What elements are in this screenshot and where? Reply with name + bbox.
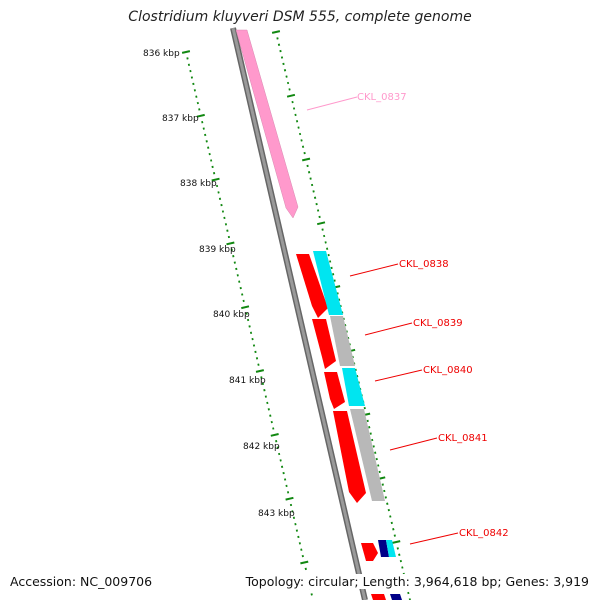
gene-ckl-0837[interactable] — [235, 29, 299, 219]
gene-label-ckl-0841[interactable]: CKL_0841 — [438, 433, 488, 444]
ruler-major-tick — [300, 560, 309, 565]
gene-ckl-0842[interactable] — [361, 543, 378, 561]
gene-label-ckl-0838[interactable]: CKL_0838 — [399, 259, 449, 270]
ruler-major-tick — [211, 177, 220, 182]
feature-ckl-0838-cyan — [313, 251, 343, 315]
ruler-major-tick — [271, 30, 281, 34]
ruler-major-tick — [255, 369, 265, 373]
gene-ckl-0838[interactable] — [296, 254, 328, 318]
ruler-minor-tick — [313, 196, 317, 199]
gene-partial-red — [371, 594, 386, 600]
gene-label-ckl-0840[interactable]: CKL_0840 — [423, 365, 473, 376]
genome-stats-text: Topology: circular; Length: 3,964,618 bp… — [244, 574, 590, 589]
kbp-label: 837 kbp — [162, 114, 199, 124]
ruler-major-tick — [301, 157, 311, 162]
ruler-major-tick — [226, 241, 235, 246]
label-connectors — [306, 96, 459, 545]
feature-ckl-0842-blue — [378, 540, 389, 557]
ruler-minor-tick — [301, 145, 305, 148]
kbp-label: 842 kbp — [243, 442, 280, 452]
map-title: Clostridium kluyveri DSM 555, complete g… — [128, 9, 472, 25]
ruler-minor-tick — [368, 426, 371, 429]
ruler-major-tick — [270, 433, 279, 437]
ruler-minor-tick — [326, 247, 329, 250]
ruler-minor-tick — [332, 273, 335, 276]
ruler-minor-tick — [398, 553, 401, 556]
gene-features — [235, 29, 402, 600]
gene-label-ckl-0842[interactable]: CKL_0842 — [459, 528, 509, 539]
kbp-label: 838 kbp — [180, 179, 217, 189]
feature-ckl-0840-cyan — [342, 368, 365, 406]
genome-backbone — [230, 27, 368, 600]
ruler-minor-tick — [386, 502, 389, 505]
feature-ckl-0839-grey — [330, 316, 355, 366]
ruler-labels: 836 kbp 837 kbp 838 kbp 839 kbp 840 kbp … — [143, 49, 295, 519]
ruler-minor-tick — [295, 120, 299, 123]
kbp-label: 839 kbp — [199, 245, 236, 255]
ruler-minor-tick — [374, 451, 377, 454]
ruler-major-tick — [241, 305, 250, 310]
ruler-minor-tick — [307, 171, 311, 174]
gene-partial-blue — [390, 594, 402, 600]
kbp-label: 841 kbp — [229, 376, 266, 386]
gene-ckl-0841[interactable] — [333, 411, 366, 503]
ruler-major-tick — [286, 93, 296, 98]
ruler-minor-tick — [392, 528, 395, 531]
ruler-minor-tick — [235, 267, 238, 271]
ruler-minor-tick — [304, 567, 307, 571]
kbp-label: 836 kbp — [143, 49, 180, 59]
ruler-minor-tick — [196, 101, 199, 105]
ruler-minor-tick — [283, 69, 287, 72]
ruler-major-tick — [316, 221, 326, 226]
gene-label-ckl-0839[interactable]: CKL_0839 — [413, 318, 463, 329]
feature-ckl-0841-grey — [350, 409, 385, 501]
gene-labels: CKL_0837 CKL_0838 CKL_0839 CKL_0840 CKL_… — [357, 92, 509, 539]
ruler-major-tick — [196, 113, 205, 118]
gene-ckl-0840[interactable] — [324, 372, 345, 409]
ruler-minor-tick — [204, 133, 207, 137]
ruler-major-tick — [285, 496, 294, 501]
kbp-label: 840 kbp — [213, 310, 250, 320]
gene-ckl-0839[interactable] — [312, 319, 336, 369]
ruler-minor-tick — [266, 401, 269, 405]
ruler-minor-tick — [277, 43, 281, 46]
kbp-label: 843 kbp — [258, 509, 295, 519]
ruler-minor-tick — [297, 535, 300, 539]
gene-label-ckl-0837[interactable]: CKL_0837 — [357, 92, 407, 103]
ruler-major-tick — [181, 50, 191, 54]
ruler-major-tick — [392, 540, 401, 544]
kbp-ruler — [181, 50, 313, 596]
feature-ckl-0842-cyan — [386, 540, 396, 557]
accession-text: Accession: NC_009706 — [9, 574, 154, 589]
